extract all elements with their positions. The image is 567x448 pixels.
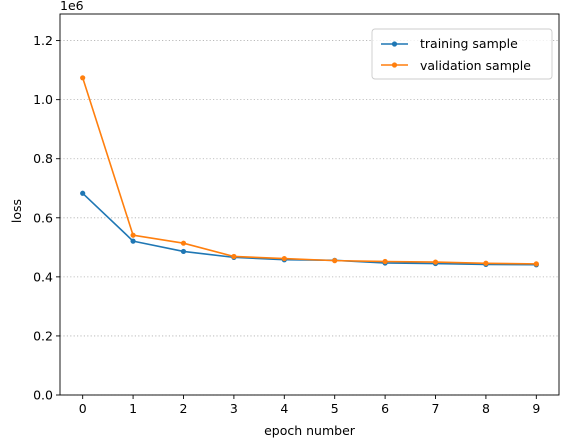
data-point-validation: [281, 255, 287, 262]
data-point-validation: [130, 232, 136, 238]
grid-lines: [60, 40, 559, 396]
legend-marker-validation: [391, 62, 398, 68]
x-tick-label: 3: [230, 401, 238, 416]
data-point-validation: [432, 259, 439, 265]
y-tick-label: 0.6: [33, 210, 53, 225]
legend: training sample validation sample: [371, 28, 553, 80]
y-tick-label: 1.2: [33, 33, 53, 48]
data-point-validation: [483, 260, 489, 266]
data-point-validation: [382, 258, 388, 265]
x-tick-label: 6: [381, 401, 389, 416]
x-tick-label: 1: [129, 401, 137, 416]
data-point-validation: [180, 240, 187, 246]
series-line-validation: [81, 77, 537, 265]
series-layer: [80, 75, 539, 268]
x-tick-label: 2: [180, 401, 188, 416]
data-point-validation: [533, 261, 539, 267]
x-tick-label: 7: [432, 401, 440, 416]
axis-ticks: 0.0 0.2 0.4 0.6 0.8 1.0 1.2 0 1 2 3 4 5 6 7 8 9: [33, 33, 540, 416]
x-axis-title: epoch number: [264, 423, 356, 438]
legend-marker-training: [391, 41, 398, 47]
y-offset-label: 1e6: [60, 0, 84, 13]
data-point-training: [180, 248, 187, 255]
y-tick-label: 0.2: [33, 328, 53, 343]
x-tick-label: 8: [482, 401, 490, 416]
y-tick-label: 0.0: [33, 388, 53, 403]
legend-label-validation: validation sample: [420, 58, 531, 73]
y-tick-label: 1.0: [33, 92, 53, 107]
legend-label-training: training sample: [420, 36, 518, 51]
x-tick-label: 5: [331, 401, 339, 416]
data-point-training: [80, 190, 86, 196]
x-tick-label: 0: [79, 401, 87, 416]
series-line-training: [82, 192, 537, 266]
y-axis-title: loss: [9, 199, 24, 223]
data-point-validation: [80, 75, 86, 81]
plot-frame: [59, 13, 560, 396]
data-point-training: [130, 238, 136, 244]
y-tick-label: 0.8: [33, 151, 53, 166]
x-tick-label: 9: [532, 401, 540, 416]
legend-box: [371, 28, 553, 80]
y-tick-label: 0.4: [33, 269, 53, 284]
data-point-validation: [332, 258, 338, 264]
x-tick-label: 4: [280, 401, 288, 416]
data-point-validation: [231, 253, 237, 260]
